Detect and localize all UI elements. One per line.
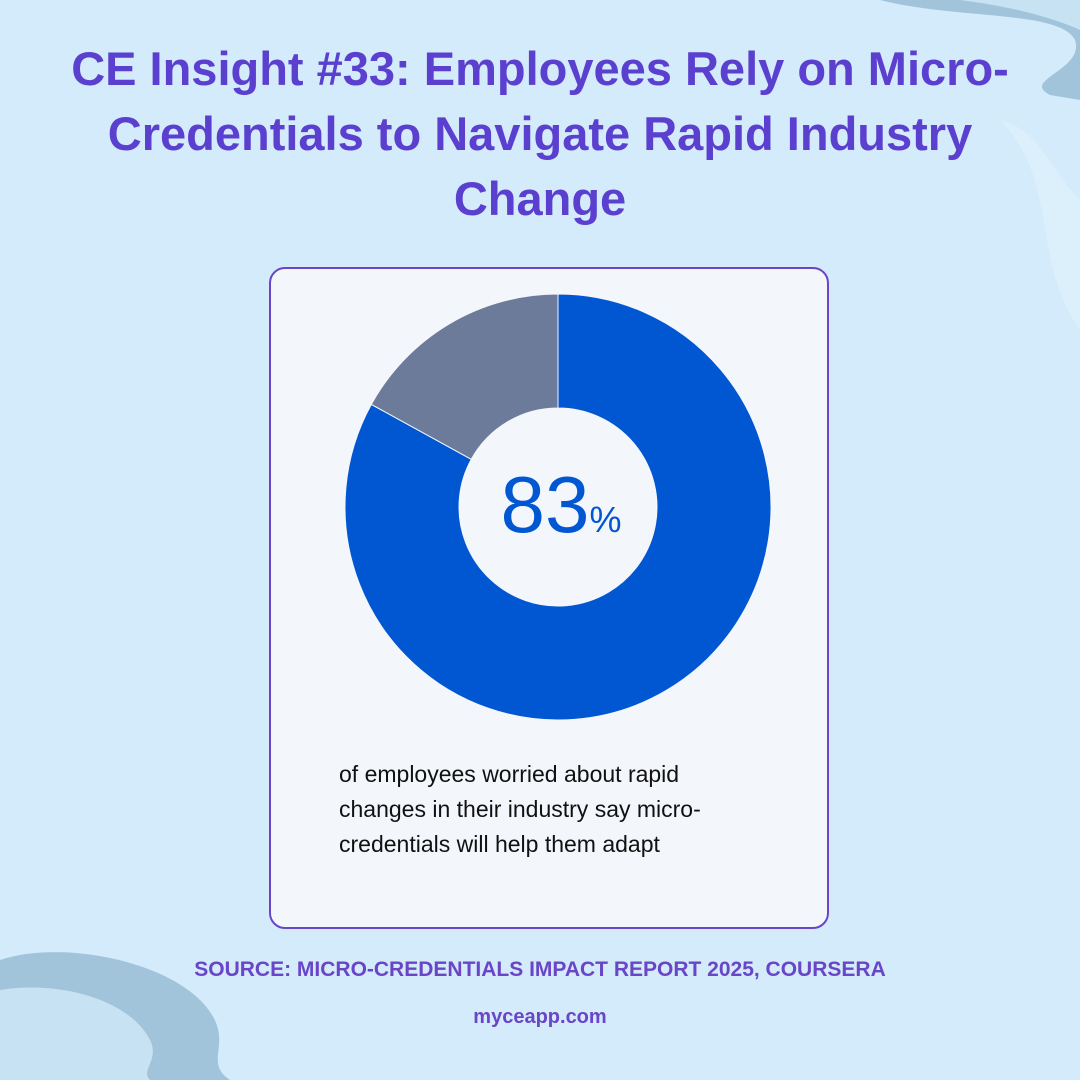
page-title: CE Insight #33: Employees Rely on Micro-… [71, 42, 1009, 225]
light-wave [1000, 120, 1080, 330]
donut-slice-0 [344, 293, 772, 721]
stat-card: 83% of employees worried about rapid cha… [269, 267, 829, 929]
center-value: 83 [500, 460, 590, 549]
center-unit: % [589, 499, 622, 540]
website-link[interactable]: myceapp.com [473, 1006, 607, 1028]
bottom-left-wave-light [0, 987, 153, 1080]
center-label: 83% [441, 459, 681, 551]
stat-description: of employees worried about rapid changes… [339, 761, 701, 857]
top-right-wave-light [960, 0, 1080, 30]
donut-chart [344, 293, 772, 721]
donut-slice-1 [370, 293, 559, 460]
source-text: SOURCE: MICRO-CREDENTIALS IMPACT REPORT … [194, 958, 886, 981]
